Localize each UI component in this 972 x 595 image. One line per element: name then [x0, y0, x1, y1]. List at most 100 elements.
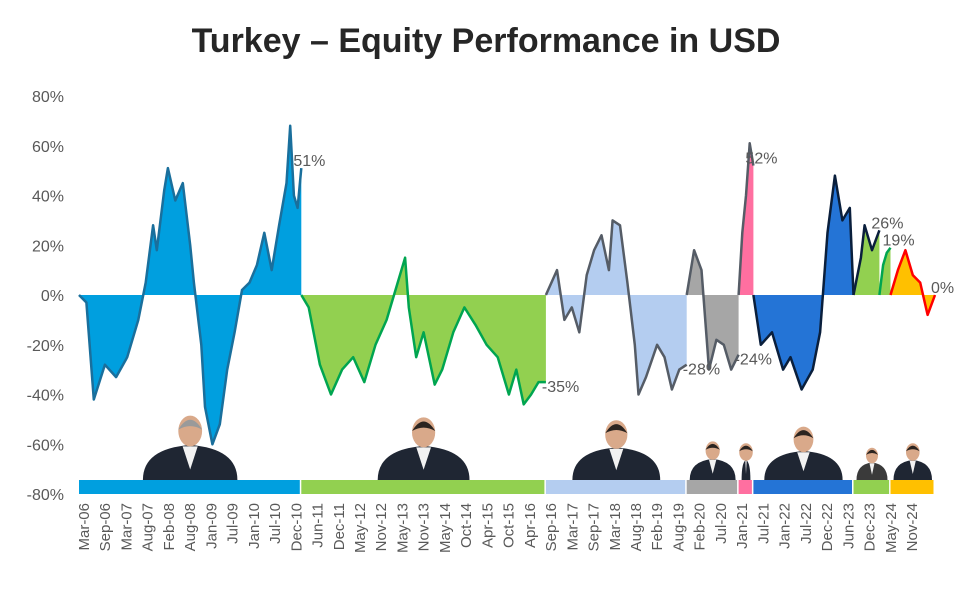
portrait-collar-6	[869, 463, 875, 475]
x-tick-label: Jun-23	[840, 503, 857, 549]
series-line-7	[878, 246, 892, 296]
y-tick-label: 20%	[32, 238, 64, 255]
portrait-collar-7	[909, 460, 916, 474]
x-tick-label: Nov-24	[904, 503, 921, 551]
series-area-6	[853, 225, 880, 295]
x-tick-label: Aug-07	[140, 503, 157, 551]
y-tick-label: -20%	[27, 338, 64, 355]
y-tick-label: -60%	[27, 437, 64, 454]
series-end-label-3: -24%	[735, 352, 772, 369]
x-tick-label: Sep-06	[97, 503, 114, 551]
portrait-collar-0	[182, 446, 198, 470]
series-area-0	[79, 125, 302, 445]
series-end-label-2: -28%	[683, 362, 720, 379]
portrait-hair-7	[906, 445, 920, 452]
x-tick-label: Jul-20	[713, 503, 730, 544]
portrait-hair-3	[705, 443, 720, 450]
x-tick-label: Sep-16	[543, 503, 560, 551]
x-tick-label: Mar-17	[564, 503, 581, 551]
x-tick-label: Jan-09	[203, 503, 220, 549]
series-line-2	[544, 219, 688, 396]
bottom-band-5	[753, 480, 852, 494]
x-tick-label: Dec-22	[819, 503, 836, 551]
x-tick-label: Jul-21	[755, 503, 772, 544]
series-line-3	[685, 248, 740, 371]
portrait-collar-2	[609, 448, 624, 471]
series-line-6	[852, 224, 881, 296]
series-end-label-6: 26%	[871, 215, 903, 232]
series-line-8	[889, 248, 937, 317]
x-tick-label: Jul-10	[267, 503, 284, 544]
x-tick-label: Jul-22	[798, 503, 815, 544]
y-tick-label: 40%	[32, 189, 64, 206]
portrait-hair-1	[412, 421, 436, 431]
series-line-4	[737, 142, 755, 296]
bottom-band-0	[79, 480, 300, 494]
x-tick-label: Aug-19	[671, 503, 688, 551]
y-tick-label: -80%	[27, 487, 64, 504]
x-tick-label: Nov-12	[373, 503, 390, 551]
series-end-label-0: 51%	[293, 153, 325, 170]
x-tick-label: Jan-22	[777, 503, 794, 549]
x-tick-label: Mar-06	[76, 503, 93, 551]
x-tick-label: Feb-08	[161, 503, 178, 551]
x-tick-label: May-14	[437, 503, 454, 553]
x-tick-label: May-12	[352, 503, 369, 553]
x-tick-label: Jul-09	[225, 503, 242, 544]
bottom-band-7	[890, 480, 934, 494]
x-tick-label: Mar-18	[607, 503, 624, 551]
bottom-band-4	[738, 480, 752, 494]
series-end-label-8: 0%	[931, 280, 954, 297]
series-line-0	[78, 124, 303, 446]
y-tick-label: 60%	[32, 139, 64, 156]
series-area-2	[545, 220, 687, 395]
chart-title: Turkey – Equity Performance in USD	[191, 22, 781, 60]
x-tick-label: Dec-23	[862, 503, 879, 551]
x-tick-label: Sep-17	[586, 503, 603, 551]
y-tick-label: 80%	[32, 89, 64, 106]
series-area-4	[738, 143, 754, 295]
series-end-label-7: 19%	[883, 233, 915, 250]
x-tick-label: Feb-20	[692, 503, 709, 551]
x-tick-label: Feb-19	[649, 503, 666, 551]
bottom-band-2	[545, 480, 686, 494]
portrait-collar-4	[745, 460, 747, 474]
series-area-7	[879, 247, 891, 295]
x-tick-label: Aug-08	[182, 503, 199, 551]
x-tick-label: Oct-15	[501, 503, 518, 548]
x-tick-label: Apr-15	[479, 503, 496, 548]
portrait-collar-5	[797, 452, 810, 472]
series-line-5	[752, 174, 855, 391]
bottom-band-1	[301, 480, 545, 494]
series-end-label-4: 52%	[745, 151, 777, 168]
x-tick-label: May-24	[883, 503, 900, 553]
x-tick-label: Jun-11	[310, 503, 327, 548]
y-tick-label: -40%	[27, 388, 64, 405]
x-tick-label: Jan-10	[246, 503, 263, 549]
x-tick-label: Dec-11	[331, 503, 348, 550]
portrait-hair-2	[605, 424, 628, 434]
series-area-8	[890, 250, 935, 315]
series-end-label-1: -35%	[542, 379, 579, 396]
portrait-hair-5	[793, 430, 814, 439]
bottom-band-6	[853, 480, 890, 494]
bottom-band-3	[686, 480, 738, 494]
portrait-collar-1	[416, 447, 431, 470]
x-tick-label: Apr-16	[522, 503, 539, 548]
series-line-1	[300, 256, 546, 406]
portrait-hair-4	[739, 445, 753, 452]
portrait-collar-3	[709, 459, 717, 474]
x-tick-label: Mar-07	[119, 503, 136, 551]
portrait-hair-6	[866, 449, 878, 455]
portrait-hair-0	[178, 419, 203, 430]
series-area-3	[686, 250, 739, 370]
y-tick-label: 0%	[41, 288, 64, 305]
x-tick-label: Aug-18	[628, 503, 645, 551]
x-tick-label: Jan-21	[734, 503, 751, 549]
x-tick-label: May-13	[395, 503, 412, 553]
x-tick-label: Oct-14	[458, 503, 475, 548]
x-tick-label: Nov-13	[416, 503, 433, 551]
x-tick-label: Dec-10	[288, 503, 305, 551]
